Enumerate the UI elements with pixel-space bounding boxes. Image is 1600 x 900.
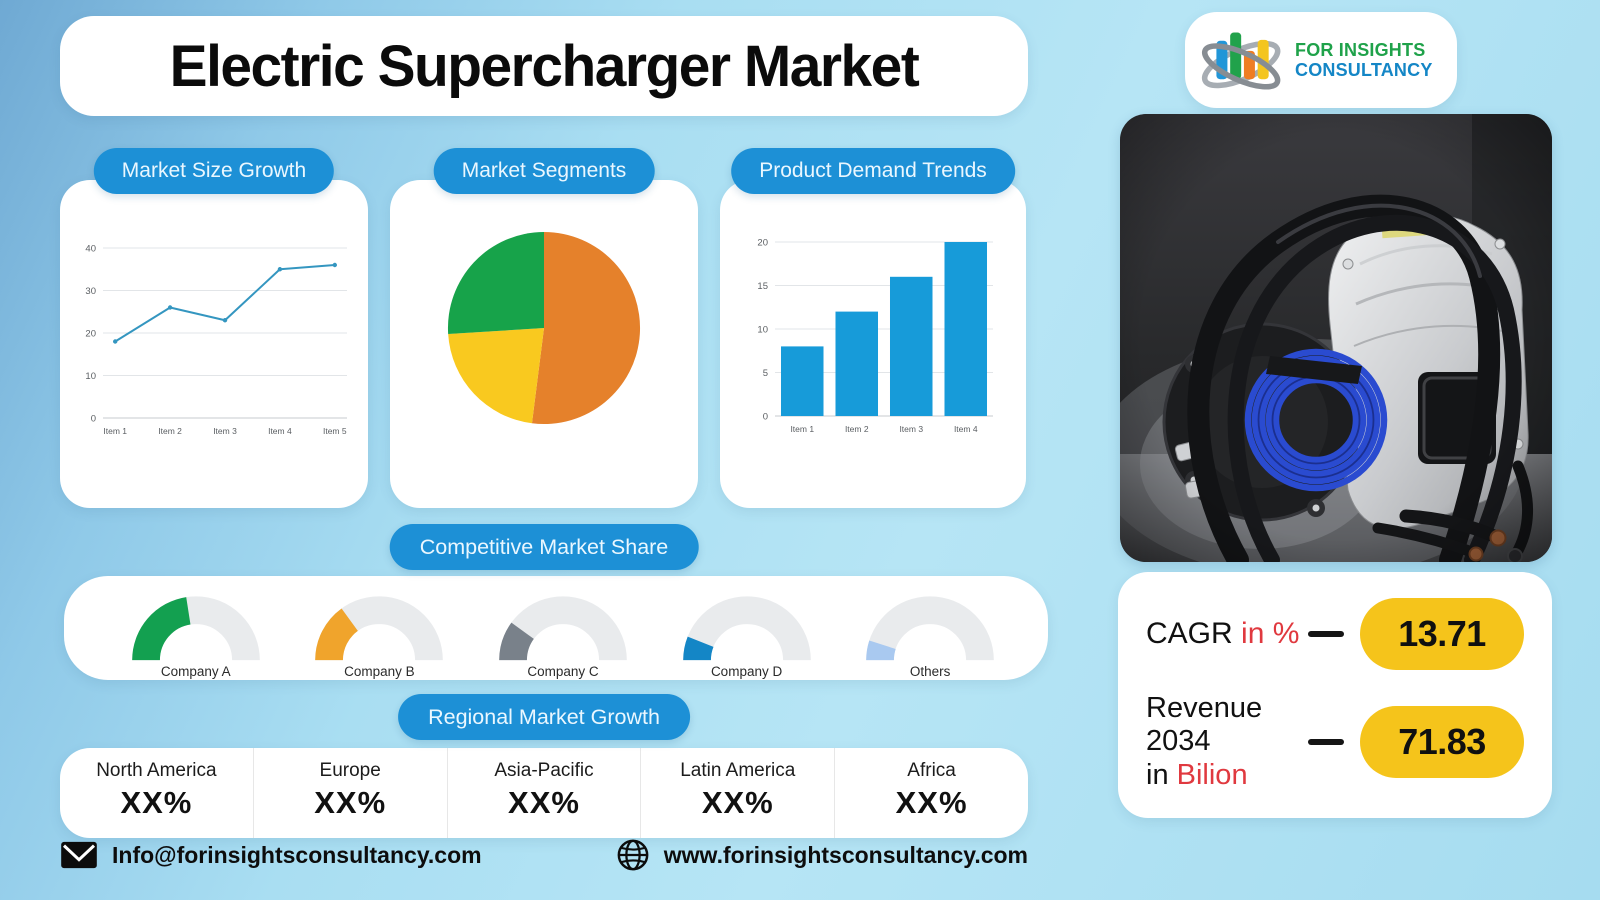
revenue-label-text: Revenue 2034 [1146,691,1263,758]
svg-text:Item 5: Item 5 [323,426,347,436]
svg-text:40: 40 [85,244,96,255]
svg-text:Item 4: Item 4 [954,424,978,434]
svg-text:0: 0 [91,414,96,425]
logo-line2: CONSULTANCY [1295,60,1433,80]
svg-text:Item 4: Item 4 [268,426,292,436]
svg-text:Item 3: Item 3 [899,424,923,434]
gauge-label: Company C [527,664,599,679]
svg-text:Item 2: Item 2 [845,424,869,434]
website-contact: www.forinsightsconsultancy.com [616,838,1028,872]
revenue-in-text: in [1146,758,1169,791]
page-title: Electric Supercharger Market [169,33,920,99]
market-segments-card: Market Segments [390,148,698,508]
gauge-others: Others [838,586,1022,679]
market-size-growth-header: Market Size Growth [93,148,335,194]
gauge-company-d: Company D [655,586,839,679]
region-africa: Africa XX% [834,748,1028,838]
cagr-unit-text: in % [1241,616,1300,650]
region-name: North America [96,760,217,781]
region-value: XX% [120,785,193,820]
gauge-company-b: Company B [288,586,472,679]
market-segments-pie-chart [447,231,641,425]
product-photo [1120,114,1552,562]
regional-market-growth-header: Regional Market Growth [398,694,690,740]
company-logo: FOR INSIGHTS CONSULTANCY [1185,12,1457,108]
stats-card: CAGR in % 13.71 Revenue 2034 in Bilion 7… [1118,572,1552,818]
product-demand-trends-header: Product Demand Trends [731,148,1015,194]
region-name: Africa [907,760,956,781]
region-value: XX% [508,785,580,820]
logo-text: FOR INSIGHTS CONSULTANCY [1295,40,1433,80]
regional-market-growth-band: North America XX% Europe XX% Asia-Pacifi… [60,748,1028,838]
svg-text:Item 1: Item 1 [790,424,814,434]
others-gauge-arc [866,596,994,661]
gauge-company-c: Company C [471,586,655,679]
region-latin-america: Latin America XX% [640,748,834,838]
dash-connector [1308,631,1344,637]
gauge-label: Company A [160,664,231,679]
supercharger-illustration [1120,114,1552,562]
svg-text:Item 1: Item 1 [103,426,127,436]
svg-text:30: 30 [85,286,96,297]
logo-line1: FOR INSIGHTS [1295,39,1426,60]
gauge-company-a: Company A [104,586,288,679]
market-segments-header: Market Segments [433,148,655,194]
cagr-value-pill: 13.71 [1360,598,1524,670]
product-demand-trends-card: Product Demand Trends 0 5 10 15 20 Item 1 Item… [720,148,1026,508]
svg-text:10: 10 [757,325,768,336]
region-value: XX% [701,785,774,820]
svg-text:0: 0 [763,412,768,423]
gauge-label: Company D [710,664,783,679]
email-text: Info@forinsightsconsultancy.com [112,841,482,868]
envelope-icon [61,841,97,869]
region-asia-pacific: Asia-Pacific XX% [446,748,641,838]
region-name: Asia-Pacific [494,760,594,781]
revenue-value-pill: 71.83 [1360,705,1524,778]
market-size-growth-card: Market Size Growth 0 10 20 30 40 Item 1 Item 2… [60,148,368,508]
globe-icon [617,839,649,871]
region-north-america: North America XX% [60,748,253,838]
cagr-label: CAGR in % [1146,617,1299,652]
competitive-market-share-band: Company A Company B Company C Company D … [64,576,1048,680]
gauge-label: Others [909,664,951,679]
company-c-gauge-arc [499,596,627,661]
title-banner: Electric Supercharger Market [60,16,1028,116]
region-name: Europe [319,760,381,781]
svg-text:20: 20 [85,329,96,340]
svg-text:Item 3: Item 3 [213,426,237,436]
company-d-gauge-arc [682,596,811,661]
region-value: XX% [895,785,968,820]
market-size-growth-line-chart: 0 10 20 30 40 Item 1 Item 2 Item 3 Item 4 Item 5 [85,244,347,436]
svg-text:Item 2: Item 2 [158,426,182,436]
cagr-label-text: CAGR [1146,616,1233,650]
svg-text:20: 20 [757,238,768,249]
footer: Info@forinsightsconsultancy.com www.fori… [60,838,1028,872]
email-contact: Info@forinsightsconsultancy.com [60,840,482,870]
revenue-label: Revenue 2034 in Bilion [1146,692,1308,792]
svg-text:10: 10 [85,371,96,382]
region-europe: Europe XX% [252,748,447,838]
product-demand-trends-bar-chart: 0 5 10 15 20 Item 1 Item 2 Item 3 Item 4 [757,238,993,434]
website-text: www.forinsightsconsultancy.com [663,841,1028,868]
logo-bars-icon [1201,32,1281,90]
region-value: XX% [314,785,387,820]
company-b-gauge-arc [315,596,444,661]
competitive-market-share-header: Competitive Market Share [389,524,699,570]
region-name: Latin America [680,760,796,781]
dash-connector [1308,738,1344,745]
gauge-label: Company B [344,664,415,679]
svg-text:15: 15 [757,281,768,292]
svg-text:5: 5 [763,368,768,379]
company-a-gauge-arc [131,596,260,661]
revenue-row: Revenue 2034 in Bilion 71.83 [1146,692,1524,792]
revenue-unit-text: Bilion [1176,758,1248,791]
cagr-row: CAGR in % 13.71 [1146,598,1524,670]
